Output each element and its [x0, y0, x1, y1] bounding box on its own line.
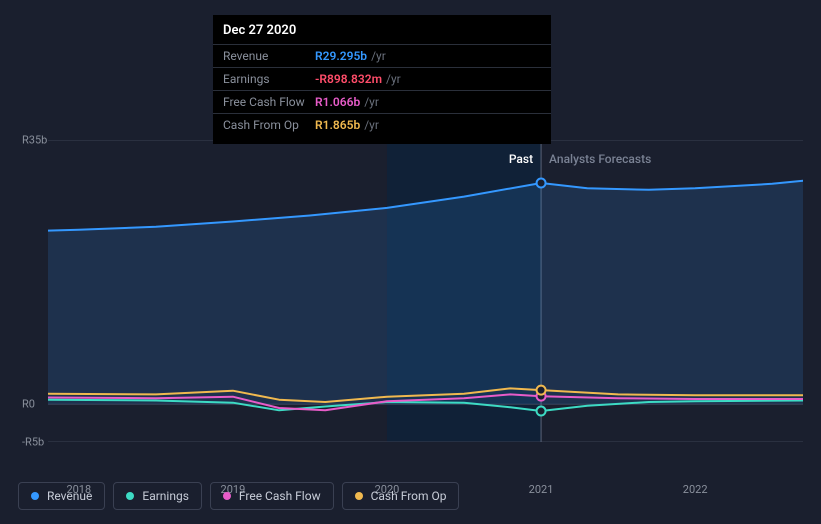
tooltip-label: Revenue [223, 49, 315, 63]
legend-dot-icon [223, 492, 231, 500]
legend-dot-icon [355, 492, 363, 500]
tooltip-row: Cash From OpR1.865b/yr [213, 113, 551, 136]
chart-container: R35bR0-R5b PastAnalysts Forecasts 201820… [18, 122, 803, 474]
tooltip-label: Free Cash Flow [223, 95, 315, 109]
chart-legend: Revenue Earnings Free Cash Flow Cash From O… [18, 482, 459, 510]
y-axis-label: R35b [22, 134, 47, 147]
legend-item[interactable]: Earnings [113, 482, 202, 510]
legend-label: Earnings [142, 489, 189, 503]
tooltip-value: R29.295b [315, 49, 367, 63]
chart-tooltip: Dec 27 2020 RevenueR29.295b/yrEarnings-R… [213, 15, 551, 144]
tooltip-unit: /yr [364, 95, 379, 109]
tooltip-unit: /yr [364, 118, 379, 132]
legend-dot-icon [31, 492, 39, 500]
legend-item[interactable]: Cash From Op [342, 482, 460, 510]
legend-label: Revenue [47, 489, 92, 503]
region-label-forecast: Analysts Forecasts [549, 152, 651, 166]
tooltip-value: R1.066b [315, 95, 360, 109]
tooltip-value: -R898.832m [315, 72, 382, 86]
y-axis-label: R0 [22, 398, 35, 411]
legend-item[interactable]: Free Cash Flow [210, 482, 334, 510]
legend-label: Cash From Op [371, 489, 447, 503]
legend-label: Free Cash Flow [239, 489, 321, 503]
tooltip-row: Free Cash FlowR1.066b/yr [213, 90, 551, 113]
tooltip-row: RevenueR29.295b/yr [213, 44, 551, 67]
tooltip-unit: /yr [371, 49, 386, 63]
tooltip-row: Earnings-R898.832m/yr [213, 67, 551, 90]
legend-dot-icon [126, 492, 134, 500]
tooltip-value: R1.865b [315, 118, 360, 132]
chart-plot[interactable]: Past Analysts Forecasts [48, 140, 803, 442]
tooltip-date: Dec 27 2020 [213, 23, 551, 44]
tooltip-label: Cash From Op [223, 118, 315, 132]
x-axis-label: 2021 [529, 483, 554, 496]
tooltip-unit: /yr [386, 72, 401, 86]
legend-item[interactable]: Revenue [18, 482, 105, 510]
region-label-past: Past [509, 152, 533, 166]
tooltip-label: Earnings [223, 72, 315, 86]
x-axis-label: 2022 [683, 483, 708, 496]
y-axis-label: -R5b [22, 436, 44, 449]
